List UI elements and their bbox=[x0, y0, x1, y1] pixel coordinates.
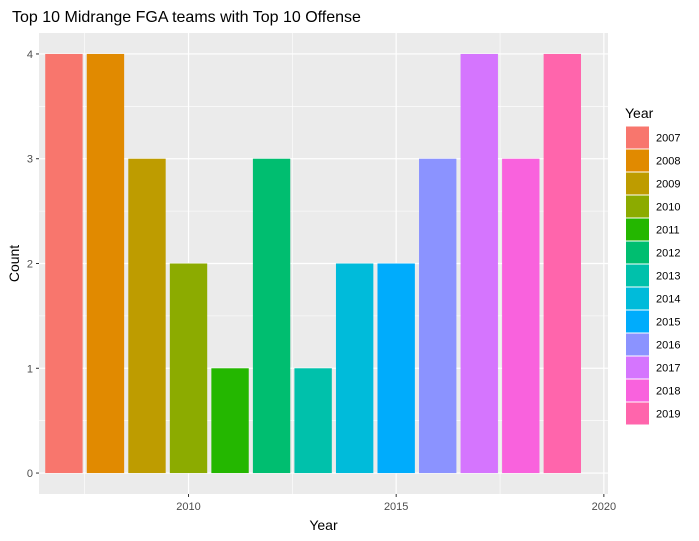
bar-2016 bbox=[419, 159, 456, 473]
bar-2008 bbox=[87, 54, 124, 473]
bar-2015 bbox=[377, 264, 414, 474]
bar-2017 bbox=[461, 54, 498, 473]
legend-label-2015: 2015 bbox=[656, 317, 680, 329]
legend-key-2019 bbox=[626, 403, 649, 425]
y-axis: 0 1 2 3 4 bbox=[27, 49, 39, 480]
legend-label-2011: 2011 bbox=[656, 225, 680, 237]
bar-2018 bbox=[502, 159, 539, 473]
legend-label-2018: 2018 bbox=[656, 386, 680, 398]
bar-2013 bbox=[294, 368, 331, 473]
legend: Year 2007 2008 2009 2010 2011 2012 2013 2014 201… bbox=[625, 105, 680, 425]
bar-2019 bbox=[544, 54, 581, 473]
y-tick-label: 4 bbox=[27, 49, 33, 61]
x-axis-title: Year bbox=[309, 517, 338, 533]
x-axis: 2010 2015 2020 bbox=[176, 494, 616, 513]
bar-2014 bbox=[336, 264, 373, 474]
legend-label-2017: 2017 bbox=[656, 363, 680, 375]
x-tick-label: 2015 bbox=[384, 501, 408, 513]
legend-key-2016 bbox=[626, 334, 649, 356]
legend-key-2013 bbox=[626, 265, 649, 287]
legend-label-2009: 2009 bbox=[656, 179, 680, 191]
bar-2012 bbox=[253, 159, 290, 473]
legend-key-2009 bbox=[626, 173, 649, 195]
legend-label-2008: 2008 bbox=[656, 156, 680, 168]
legend-label-2010: 2010 bbox=[656, 202, 680, 214]
bar-2009 bbox=[128, 159, 165, 473]
legend-key-2007 bbox=[626, 127, 649, 149]
legend-key-2010 bbox=[626, 196, 649, 218]
legend-label-2019: 2019 bbox=[656, 409, 680, 421]
legend-label-2007: 2007 bbox=[656, 133, 680, 145]
legend-key-2014 bbox=[626, 288, 649, 310]
bar-2007 bbox=[45, 54, 82, 473]
legend-label-2016: 2016 bbox=[656, 340, 680, 352]
legend-title: Year bbox=[625, 105, 654, 121]
legend-key-2012 bbox=[626, 242, 649, 264]
legend-key-2008 bbox=[626, 150, 649, 172]
legend-key-2018 bbox=[626, 380, 649, 402]
legend-key-2011 bbox=[626, 219, 649, 241]
x-tick-label: 2020 bbox=[592, 501, 616, 513]
y-tick-label: 1 bbox=[27, 363, 33, 375]
y-tick-label: 3 bbox=[27, 154, 33, 166]
bar-2010 bbox=[170, 264, 207, 474]
y-axis-title: Count bbox=[6, 245, 22, 282]
legend-label-2014: 2014 bbox=[656, 294, 680, 306]
y-tick-label: 2 bbox=[27, 259, 33, 271]
legend-label-2013: 2013 bbox=[656, 271, 680, 283]
legend-label-2012: 2012 bbox=[656, 248, 680, 260]
chart-title: Top 10 Midrange FGA teams with Top 10 Of… bbox=[12, 9, 361, 26]
x-tick-label: 2010 bbox=[176, 501, 200, 513]
bar-2011 bbox=[211, 368, 248, 473]
y-tick-label: 0 bbox=[27, 468, 33, 480]
legend-key-2015 bbox=[626, 311, 649, 333]
legend-key-2017 bbox=[626, 357, 649, 379]
